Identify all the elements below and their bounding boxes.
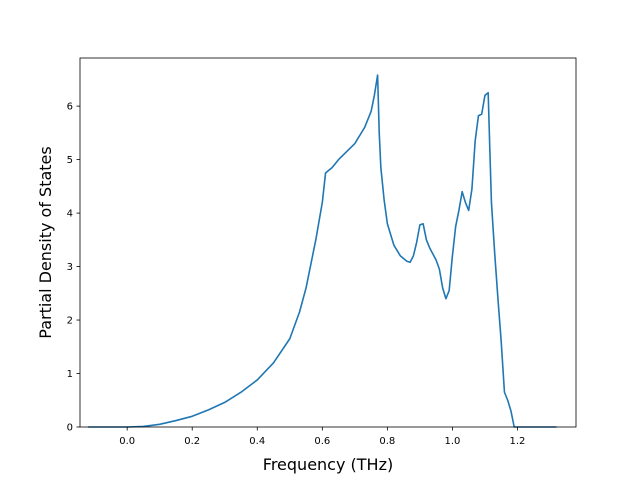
x-tick-label: 0.2 [184, 436, 200, 447]
x-tick-label: 0.8 [379, 436, 395, 447]
y-tick-label: 5 [67, 155, 73, 166]
x-tick-label: 1.0 [444, 436, 460, 447]
y-tick-label: 2 [67, 316, 73, 327]
series-line [88, 74, 557, 428]
x-tick-label: 0.4 [249, 436, 265, 447]
y-tick-label: 0 [67, 423, 73, 434]
x-tick-label: 1.2 [510, 436, 526, 447]
x-axis: 0.0 0.2 0.4 0.6 0.8 1.0 1.2 [119, 427, 525, 447]
y-tick-label: 6 [67, 102, 73, 113]
series-layer [88, 74, 557, 428]
y-axis: 0 1 2 3 4 5 6 [67, 102, 80, 434]
x-tick-label: 0.0 [119, 436, 135, 447]
y-tick-label: 4 [67, 209, 73, 220]
plot-frame [79, 57, 577, 428]
y-axis-label: Partial Density of States [36, 146, 55, 338]
y-tick-label: 1 [67, 369, 73, 380]
x-tick-label: 0.6 [314, 436, 330, 447]
y-tick-label: 3 [67, 262, 73, 273]
x-axis-label: Frequency (THz) [263, 455, 393, 474]
